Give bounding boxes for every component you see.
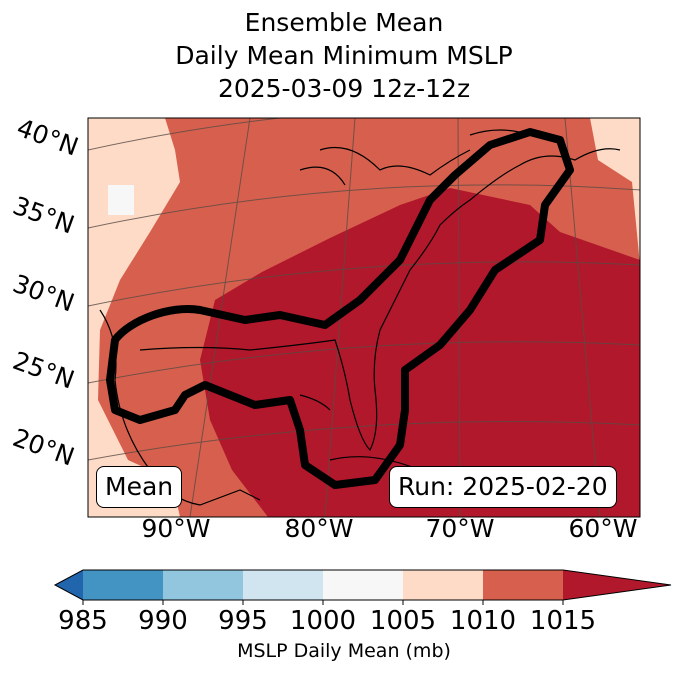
stat-label-box: Mean	[96, 466, 183, 508]
colorbar-bin	[323, 570, 403, 600]
colorbar-tick-label: 1015	[529, 606, 597, 636]
run-label-box: Run: 2025-02-20	[389, 466, 617, 508]
lon-label-90w: 90°W	[141, 514, 211, 543]
colorbar-bin	[83, 570, 163, 600]
colorbar-tick-label: 985	[58, 606, 108, 636]
colorbar-over-triangle	[563, 570, 671, 600]
colorbar-under-triangle	[55, 570, 83, 600]
title-line-2: Daily Mean Minimum MSLP	[175, 41, 513, 70]
colorbar-tick-label: 1000	[289, 606, 357, 636]
lon-label-60w: 60°W	[568, 514, 638, 543]
title-line-1: Ensemble Mean	[244, 8, 444, 37]
colorbar-label: MSLP Daily Mean (mb)	[237, 640, 451, 662]
lon-label-80w: 80°W	[284, 514, 354, 543]
colorbar-bin	[483, 570, 563, 600]
field-over-1015	[200, 188, 640, 517]
probability-contour	[106, 128, 574, 489]
title-line-3: 2025-03-09 12z-12z	[217, 74, 471, 103]
colorbar-bin	[163, 570, 243, 600]
colorbar-tick-label: 995	[218, 606, 268, 636]
colorbar-tick-label: 1010	[449, 606, 517, 636]
field-1000-1005	[108, 185, 134, 215]
colorbar-tick-label: 990	[138, 606, 188, 636]
colorbar-bin	[243, 570, 323, 600]
colorbar-tick-label: 1005	[369, 606, 437, 636]
colorbar-bin	[403, 570, 483, 600]
lon-label-70w: 70°W	[425, 514, 495, 543]
